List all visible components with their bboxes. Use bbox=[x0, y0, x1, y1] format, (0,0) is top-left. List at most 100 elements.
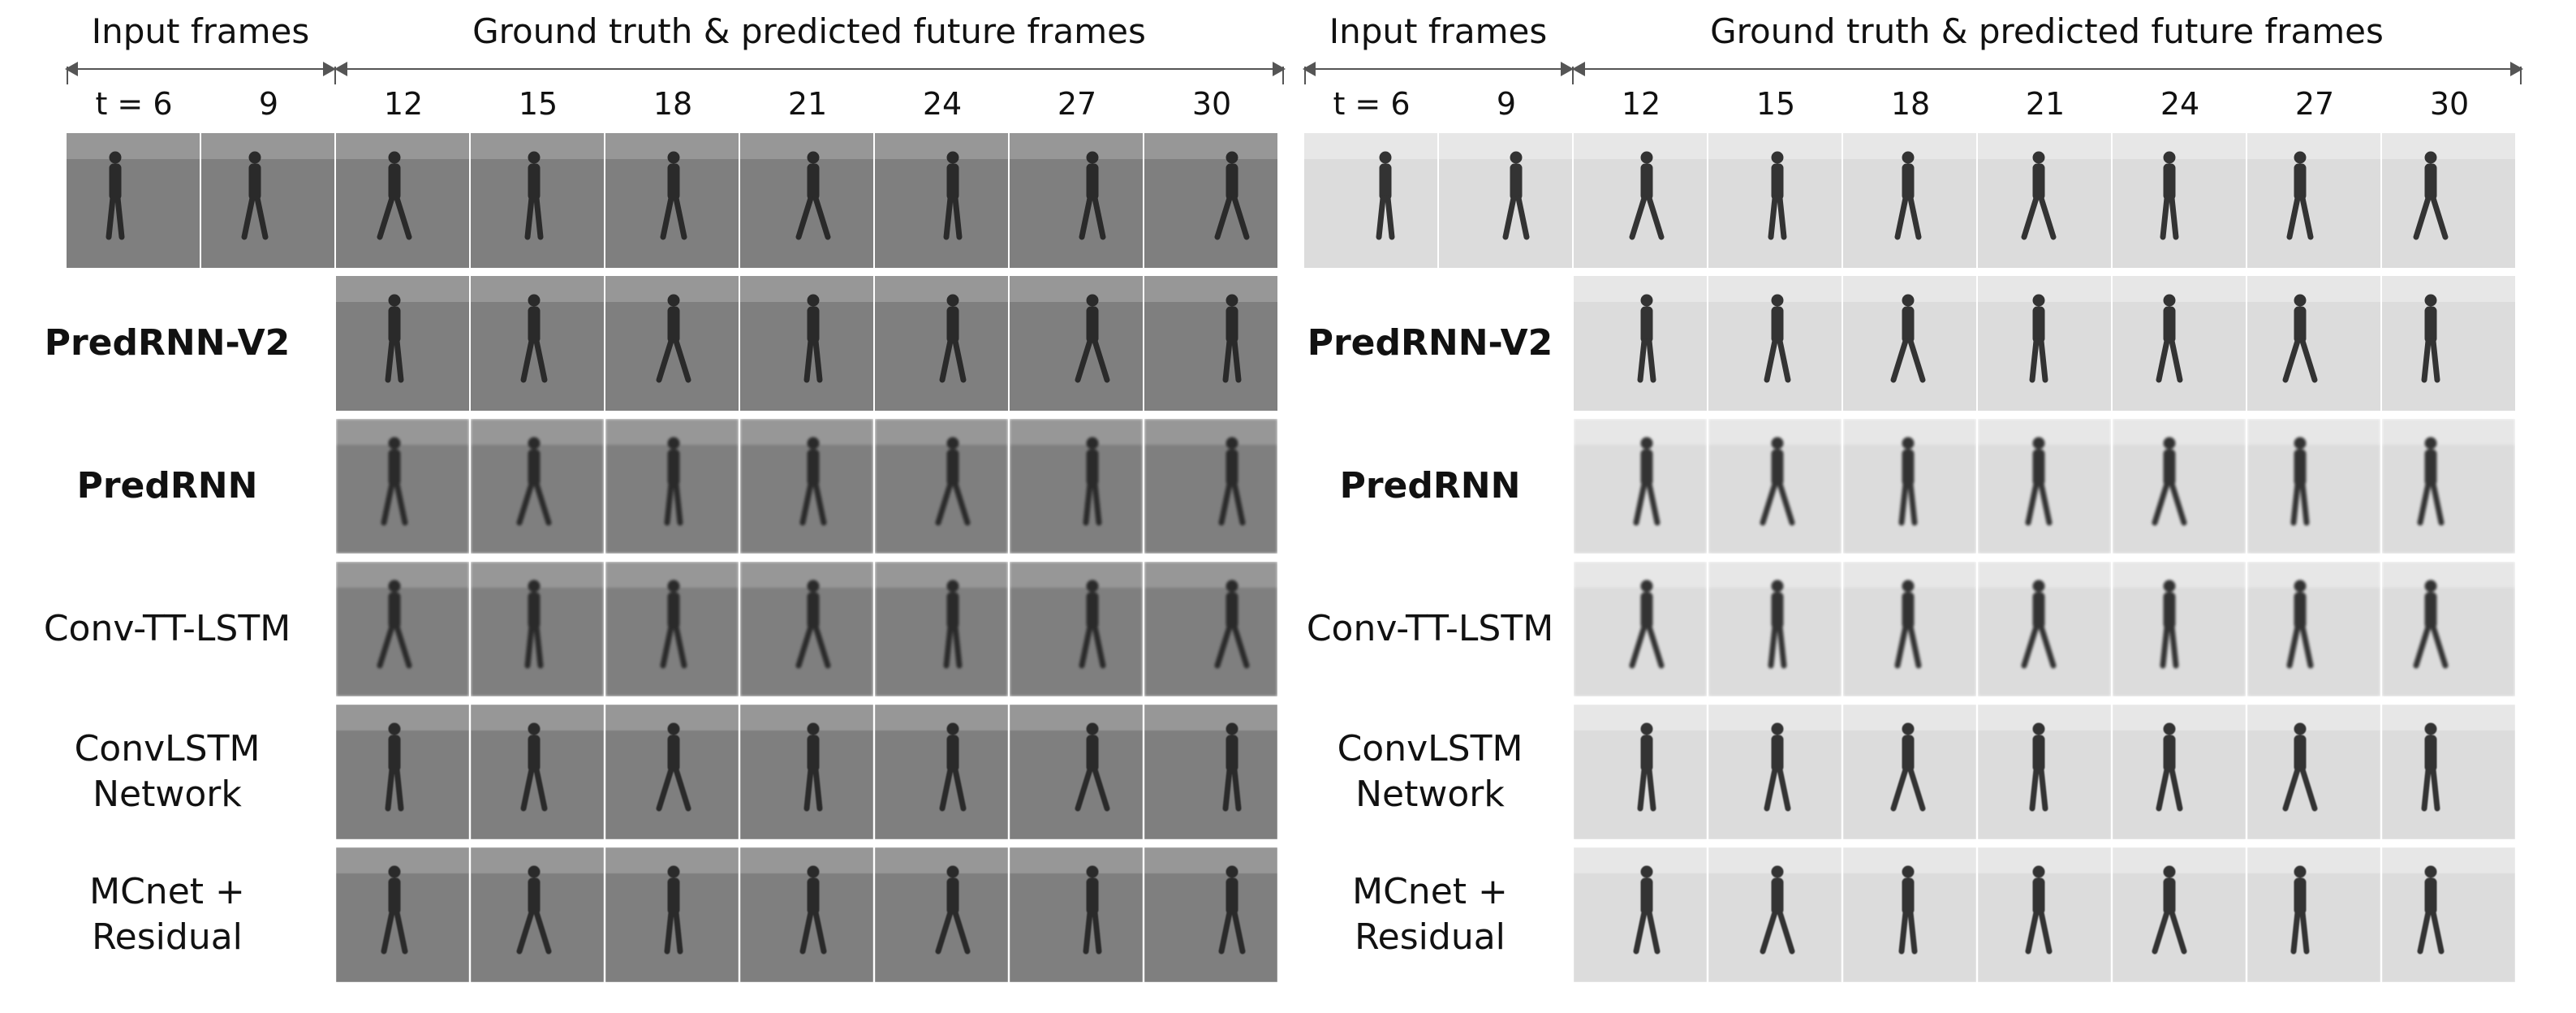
predicted-frame bbox=[1144, 276, 1277, 411]
time-label: 30 bbox=[2429, 86, 2470, 122]
predicted-frame bbox=[605, 419, 739, 554]
predicted-frame bbox=[1574, 562, 1707, 696]
predicted-frame bbox=[471, 562, 604, 696]
method-label: PredRNN bbox=[1288, 419, 1572, 554]
time-label: 15 bbox=[518, 86, 558, 122]
divider-tick bbox=[67, 67, 68, 84]
predicted-frame bbox=[1843, 562, 1976, 696]
time-label: 24 bbox=[922, 86, 963, 122]
predicted-frame bbox=[336, 562, 469, 696]
predicted-frame bbox=[1144, 562, 1277, 696]
predicted-frame bbox=[1708, 847, 1842, 982]
method-label-line: ConvLSTM bbox=[1337, 728, 1523, 769]
predicted-frame bbox=[336, 419, 469, 554]
time-label: t = 6 bbox=[1333, 86, 1411, 122]
predicted-frame bbox=[336, 276, 469, 411]
method-label-line: PredRNN bbox=[76, 465, 258, 506]
time-label: 24 bbox=[2160, 86, 2200, 122]
method-label: PredRNN bbox=[0, 419, 334, 554]
predicted-frame bbox=[2247, 705, 2380, 839]
ground-truth-frame bbox=[1439, 133, 1572, 268]
time-label: 18 bbox=[1890, 86, 1931, 122]
method-label-line: MCnet + bbox=[1352, 871, 1508, 912]
predicted-frame bbox=[1843, 419, 1976, 554]
predicted-frame bbox=[875, 276, 1008, 411]
method-label: Conv-TT-LSTM bbox=[0, 562, 334, 696]
predicted-frame bbox=[2113, 705, 2246, 839]
ground-truth-frame bbox=[201, 133, 334, 268]
predicted-frame bbox=[740, 419, 873, 554]
divider-tick bbox=[1304, 67, 1306, 84]
predicted-frame bbox=[1574, 847, 1707, 982]
method-label: ConvLSTM Network bbox=[1288, 705, 1572, 839]
predicted-frame bbox=[740, 705, 873, 839]
method-label: PredRNN-V2 bbox=[0, 276, 334, 411]
time-label: 21 bbox=[787, 86, 828, 122]
predicted-frame bbox=[1574, 419, 1707, 554]
predicted-frame bbox=[2247, 847, 2380, 982]
method-label-line: PredRNN bbox=[1339, 465, 1521, 506]
time-label: 27 bbox=[1057, 86, 1097, 122]
predicted-frame bbox=[875, 705, 1008, 839]
ground-truth-frame bbox=[1574, 133, 1707, 268]
predicted-frame bbox=[471, 847, 604, 982]
method-label-line: Network bbox=[1355, 774, 1505, 815]
ground-truth-frame bbox=[1010, 133, 1143, 268]
predicted-frame bbox=[875, 419, 1008, 554]
ground-truth-frame bbox=[1843, 133, 1976, 268]
predicted-frame bbox=[1144, 419, 1277, 554]
predicted-frame bbox=[2382, 847, 2515, 982]
method-label-line: Conv-TT-LSTM bbox=[43, 608, 291, 649]
time-label: 18 bbox=[653, 86, 693, 122]
method-label-line: MCnet + bbox=[89, 871, 245, 912]
predicted-frame bbox=[875, 562, 1008, 696]
ground-truth-frame bbox=[2247, 133, 2380, 268]
predicted-frame bbox=[1843, 705, 1976, 839]
predicted-frame bbox=[1978, 705, 2111, 839]
method-label-line: Network bbox=[93, 774, 242, 815]
future-span-arrow bbox=[334, 62, 1286, 76]
time-label: 9 bbox=[258, 86, 279, 122]
time-label: 15 bbox=[1755, 86, 1796, 122]
time-label: 9 bbox=[1496, 86, 1517, 122]
time-label: 30 bbox=[1191, 86, 1232, 122]
ground-truth-frame bbox=[471, 133, 604, 268]
header-input-frames: Input frames bbox=[1329, 11, 1548, 51]
input-span-arrow bbox=[65, 62, 336, 76]
method-label: ConvLSTM Network bbox=[0, 705, 334, 839]
method-label-line: Residual bbox=[1355, 916, 1506, 958]
predicted-frame bbox=[1010, 847, 1143, 982]
method-label-line: ConvLSTM bbox=[74, 728, 261, 769]
time-label: 12 bbox=[383, 86, 424, 122]
predicted-frame bbox=[1574, 276, 1707, 411]
predicted-frame bbox=[1708, 419, 1842, 554]
predicted-frame bbox=[1144, 847, 1277, 982]
predicted-frame bbox=[740, 562, 873, 696]
method-label-line: PredRNN-V2 bbox=[1307, 322, 1553, 364]
predicted-frame bbox=[1144, 705, 1277, 839]
predicted-frame bbox=[1010, 705, 1143, 839]
method-label-line: Residual bbox=[92, 916, 243, 958]
predicted-frame bbox=[1708, 705, 1842, 839]
method-label: MCnet + Residual bbox=[0, 847, 334, 982]
future-span-arrow bbox=[1572, 62, 2523, 76]
predicted-frame bbox=[2382, 705, 2515, 839]
predicted-frame bbox=[336, 847, 469, 982]
predicted-frame bbox=[740, 276, 873, 411]
divider-tick bbox=[1572, 67, 1574, 84]
predicted-frame bbox=[875, 847, 1008, 982]
predicted-frame bbox=[1708, 562, 1842, 696]
predicted-frame bbox=[2382, 562, 2515, 696]
panel-left: Input frames Ground truth & predicted fu… bbox=[0, 11, 1286, 982]
predicted-frame bbox=[1708, 276, 1842, 411]
header-future-frames: Ground truth & predicted future frames bbox=[472, 11, 1146, 51]
divider-tick bbox=[2520, 67, 2522, 84]
ground-truth-frame bbox=[2113, 133, 2246, 268]
ground-truth-frame bbox=[1978, 133, 2111, 268]
predicted-frame bbox=[2113, 276, 2246, 411]
ground-truth-frame bbox=[67, 133, 200, 268]
ground-truth-frame bbox=[605, 133, 739, 268]
predicted-frame bbox=[2247, 562, 2380, 696]
panel-right: Input frames Ground truth & predicted fu… bbox=[1288, 0, 2576, 1013]
predicted-frame bbox=[2113, 562, 2246, 696]
